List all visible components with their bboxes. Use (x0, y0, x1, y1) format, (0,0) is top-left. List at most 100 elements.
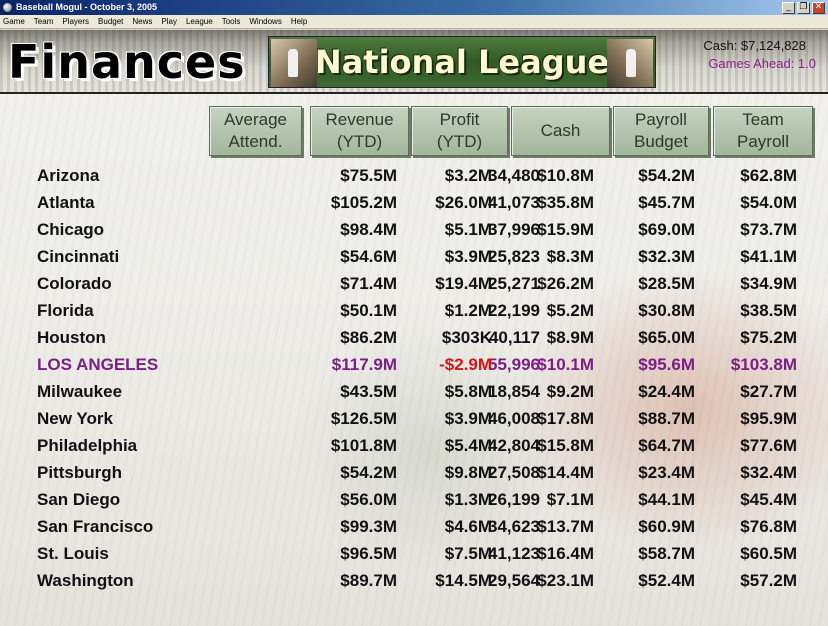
cell-payroll-budget: $52.4M (638, 571, 695, 590)
title-bar: Baseball Mogul - October 3, 2005 _ ❐ ✕ (0, 0, 828, 15)
menu-tools[interactable]: Tools (221, 17, 241, 26)
cell-profit: $303K (441, 328, 492, 347)
team-name: San Diego (37, 490, 121, 509)
table-row[interactable]: Milwaukee 18,854 $43.5M $5.8M $9.2M $24.4M $27… (0, 378, 828, 405)
cell-payroll-budget: $69.0M (638, 220, 695, 239)
cell-avg-attend: 25,271 (488, 274, 540, 293)
menu-budget[interactable]: Budget (98, 17, 124, 26)
menu-help[interactable]: Help (290, 17, 308, 26)
menu-game[interactable]: Game (3, 17, 25, 26)
cell-payroll-budget: $95.6M (638, 355, 695, 374)
table-row[interactable]: Florida 22,199 $50.1M $1.2M $5.2M $30.8M $38.5… (0, 297, 828, 324)
cell-payroll-budget: $23.4M (638, 463, 695, 482)
cell-payroll-budget: $64.7M (638, 436, 695, 455)
cell-avg-attend: 41,123 (488, 544, 540, 563)
team-name: Florida (37, 301, 94, 320)
cell-revenue: $71.4M (340, 274, 397, 293)
table-row[interactable]: St. Louis 41,123 $96.5M $7.5M $16.4M $58.7M $6… (0, 540, 828, 567)
cell-avg-attend: 42,804 (488, 436, 540, 455)
page-title: Finances (8, 35, 246, 89)
cell-cash: $15.8M (537, 436, 594, 455)
cell-avg-attend: 18,854 (488, 382, 540, 401)
table-row[interactable]: Arizona 34,480 $75.5M $3.2M $10.8M $54.2M $62.… (0, 162, 828, 189)
column-header-avg-attend[interactable]: Average Attend. (209, 106, 302, 156)
cell-revenue: $99.3M (340, 517, 397, 536)
cell-profit: $3.2M (444, 166, 492, 185)
header-banner: Finances National League Cash: $7,124,82… (0, 30, 828, 94)
cell-payroll-budget: $30.8M (638, 301, 695, 320)
cell-revenue: $75.5M (340, 166, 397, 185)
cell-payroll-budget: $88.7M (638, 409, 695, 428)
cell-cash: $9.2M (546, 382, 594, 401)
cell-team-payroll: $57.2M (740, 571, 797, 590)
table-row[interactable]: San Diego 26,199 $56.0M $1.3M $7.1M $44.1M $45… (0, 486, 828, 513)
cell-cash: $8.9M (546, 328, 594, 347)
cell-revenue: $105.2M (330, 193, 397, 212)
cell-cash: $10.1M (537, 355, 594, 374)
table-row[interactable]: New York 46,008 $126.5M $3.9M $17.8M $88.7M $9… (0, 405, 828, 432)
cell-payroll-budget: $24.4M (638, 382, 695, 401)
column-header-team-payroll[interactable]: Team Payroll (713, 106, 813, 156)
table-row-own-team[interactable]: LOS ANGELES 55,996 $117.9M -$2.9M $10.1M $95.… (0, 351, 828, 378)
close-button[interactable]: ✕ (812, 1, 825, 14)
menu-play[interactable]: Play (161, 17, 177, 26)
team-name: Atlanta (37, 193, 95, 212)
column-header-cash[interactable]: Cash (511, 106, 610, 156)
cell-revenue: $54.2M (340, 463, 397, 482)
cell-payroll-budget: $58.7M (638, 544, 695, 563)
cell-cash: $26.2M (537, 274, 594, 293)
cell-avg-attend: 40,117 (488, 328, 540, 347)
cell-team-payroll: $95.9M (740, 409, 797, 428)
restore-button[interactable]: ❐ (797, 1, 810, 14)
table-row[interactable]: Philadelphia 42,804 $101.8M $5.4M $15.8M $64.… (0, 432, 828, 459)
cell-payroll-budget: $44.1M (638, 490, 695, 509)
column-header-payroll-budget[interactable]: Payroll Budget (613, 106, 709, 156)
cell-team-payroll: $60.5M (740, 544, 797, 563)
cell-payroll-budget: $28.5M (638, 274, 695, 293)
table-row[interactable]: Pittsburgh 27,508 $54.2M $9.8M $14.4M $23.4M $… (0, 459, 828, 486)
cell-payroll-budget: $65.0M (638, 328, 695, 347)
team-name: Philadelphia (37, 436, 138, 455)
team-name: Pittsburgh (37, 463, 122, 482)
cell-profit: $3.9M (444, 247, 492, 266)
cell-profit: $5.4M (444, 436, 492, 455)
cell-revenue: $126.5M (330, 409, 397, 428)
menu-league[interactable]: League (185, 17, 213, 26)
menu-team[interactable]: Team (33, 17, 54, 26)
table-row[interactable]: Washington 29,564 $89.7M $14.5M $23.1M $52.4M… (0, 567, 828, 594)
cell-avg-attend: 25,823 (488, 247, 540, 266)
team-name: Chicago (37, 220, 105, 239)
table-row[interactable]: San Francisco 34,623 $99.3M $4.6M $13.7M $60.… (0, 513, 828, 540)
cell-avg-attend: 26,199 (488, 490, 540, 509)
table-row[interactable]: Houston 40,117 $86.2M $303K $8.9M $65.0M $75.2… (0, 324, 828, 351)
cell-team-payroll: $32.4M (740, 463, 797, 482)
cell-avg-attend: 55,996 (488, 355, 540, 374)
cell-team-payroll: $41.1M (740, 247, 797, 266)
column-header-profit[interactable]: Profit (YTD) (411, 106, 508, 156)
cell-team-payroll: $27.7M (740, 382, 797, 401)
table-row[interactable]: Atlanta 41,073 $105.2M $26.0M $35.8M $45.7M $5… (0, 189, 828, 216)
menu-news[interactable]: News (132, 17, 153, 26)
cell-revenue: $96.5M (340, 544, 397, 563)
menu-players[interactable]: Players (62, 17, 90, 26)
menu-windows[interactable]: Windows (249, 17, 282, 26)
team-name: Milwaukee (37, 382, 123, 401)
table-row[interactable]: Colorado 25,271 $71.4M $19.4M $26.2M $28.5M $3… (0, 270, 828, 297)
cell-revenue: $101.8M (330, 436, 397, 455)
minimize-button[interactable]: _ (782, 1, 795, 14)
cell-profit: $5.8M (444, 382, 492, 401)
table-row[interactable]: Chicago 37,996 $98.4M $5.1M $15.9M $69.0M $73.… (0, 216, 828, 243)
cell-revenue: $50.1M (340, 301, 397, 320)
pitcher-image (607, 39, 653, 87)
team-name: Washington (37, 571, 134, 590)
team-name: Arizona (37, 166, 100, 185)
cash-display: Cash: $7,124,828 (703, 38, 806, 53)
table-row[interactable]: Cincinnati 25,823 $54.6M $3.9M $8.3M $32.3M $4… (0, 243, 828, 270)
column-header-revenue[interactable]: Revenue (YTD) (310, 106, 409, 156)
games-ahead-display: Games Ahead: 1.0 (708, 56, 816, 71)
cell-cash: $10.8M (537, 166, 594, 185)
cell-revenue: $98.4M (340, 220, 397, 239)
cell-team-payroll: $45.4M (740, 490, 797, 509)
cell-revenue: $43.5M (340, 382, 397, 401)
cell-team-payroll: $76.8M (740, 517, 797, 536)
